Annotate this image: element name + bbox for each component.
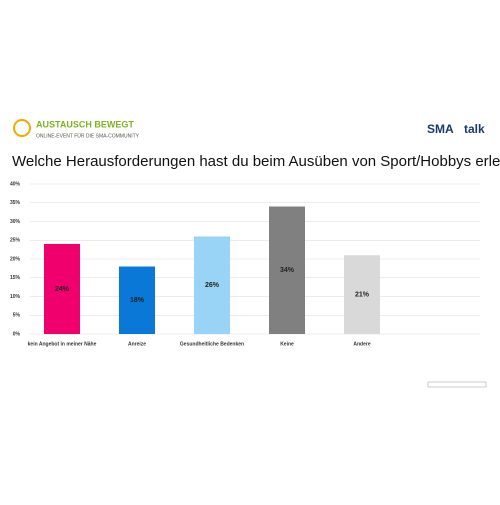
bar bbox=[119, 266, 155, 334]
value-label: 34% bbox=[280, 267, 295, 274]
y-tick-label: 25% bbox=[10, 238, 21, 244]
value-label: 21% bbox=[355, 291, 370, 298]
y-tick-label: 10% bbox=[10, 294, 21, 300]
y-tick-label: 5% bbox=[13, 313, 21, 319]
chart-title: Welche Herausforderungen hast du beim Au… bbox=[12, 153, 500, 170]
y-tick-label: 0% bbox=[13, 331, 21, 337]
event-subtitle: ONLINE-EVENT FÜR DIE SMA-COMMUNITY bbox=[36, 132, 140, 139]
x-tick-label: Gesundheitliche Bedenken bbox=[180, 341, 244, 347]
bar bbox=[44, 244, 80, 334]
x-tick-label: Anreize bbox=[128, 341, 146, 347]
y-tick-label: 20% bbox=[10, 256, 21, 262]
value-label: 26% bbox=[205, 282, 220, 289]
x-tick-label: Andere bbox=[353, 341, 370, 347]
brand-a: SMA bbox=[427, 122, 454, 136]
event-logo-icon bbox=[13, 119, 31, 137]
bar bbox=[194, 236, 230, 334]
value-label: 24% bbox=[55, 286, 70, 293]
y-tick-label: 15% bbox=[10, 275, 21, 281]
y-tick-label: 35% bbox=[10, 200, 21, 206]
bar bbox=[269, 206, 305, 334]
y-tick-label: 30% bbox=[10, 219, 21, 225]
x-tick-label: kein Angebot in meiner Nähe bbox=[28, 341, 97, 347]
x-tick-label: Keine bbox=[280, 341, 294, 347]
brand-b: talk bbox=[464, 122, 485, 136]
footer-stamp bbox=[427, 381, 487, 388]
value-label: 18% bbox=[130, 297, 145, 304]
bar bbox=[344, 255, 380, 334]
y-tick-label: 40% bbox=[10, 181, 21, 187]
event-title: AUSTAUSCH BEWEGT bbox=[36, 119, 134, 129]
